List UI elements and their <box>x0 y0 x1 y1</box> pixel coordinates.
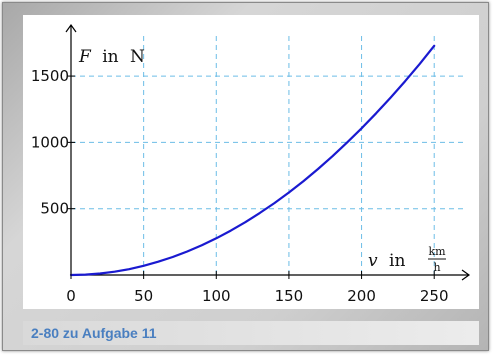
series-line-0 <box>69 44 436 277</box>
figure-caption: 2-80 zu Aufgabe 11 <box>31 325 157 341</box>
axes-layer <box>65 23 471 281</box>
x-tick-label-50: 50 <box>134 287 153 305</box>
x-tick-label-0: 0 <box>66 287 76 305</box>
x-axis-unit-denominator: h <box>433 261 440 274</box>
x-tick-label-100: 100 <box>202 287 231 305</box>
y-axis-in-word: in <box>102 47 118 67</box>
svg-text:v in: v in <box>368 251 405 271</box>
x-axis-variable: v <box>368 251 378 271</box>
y-axis-arrow <box>65 23 77 33</box>
x-tick-label-150: 150 <box>275 287 304 305</box>
x-axis-in-word: in <box>389 251 405 271</box>
x-tick-label-200: 200 <box>347 287 376 305</box>
x-tick-label-250: 250 <box>420 287 449 305</box>
grid-layer <box>71 33 464 275</box>
x-axis-arrow <box>461 269 471 281</box>
y-tick-label-1000: 1000 <box>31 133 69 151</box>
caption-bar: 2-80 zu Aufgabe 11 <box>23 321 479 345</box>
plot-card: 0 50 100 150 200 250 500 1000 1500 F in N v in k… <box>23 15 479 309</box>
y-tick-label-1500: 1500 <box>31 67 69 85</box>
series-layer <box>69 44 436 277</box>
y-axis-variable: F <box>78 47 92 67</box>
x-axis-label: v in km h <box>368 245 446 274</box>
figure-frame: 0 50 100 150 200 250 500 1000 1500 F in N v in k… <box>2 2 489 351</box>
x-axis-unit-numerator: km <box>428 245 446 258</box>
y-axis-unit: N <box>130 47 145 67</box>
force-velocity-chart: 0 50 100 150 200 250 500 1000 1500 F in N v in k… <box>31 23 471 305</box>
tick-layer: 0 50 100 150 200 250 500 1000 1500 <box>31 67 449 305</box>
y-axis-label: F in N <box>78 47 145 67</box>
y-tick-label-500: 500 <box>40 200 69 218</box>
